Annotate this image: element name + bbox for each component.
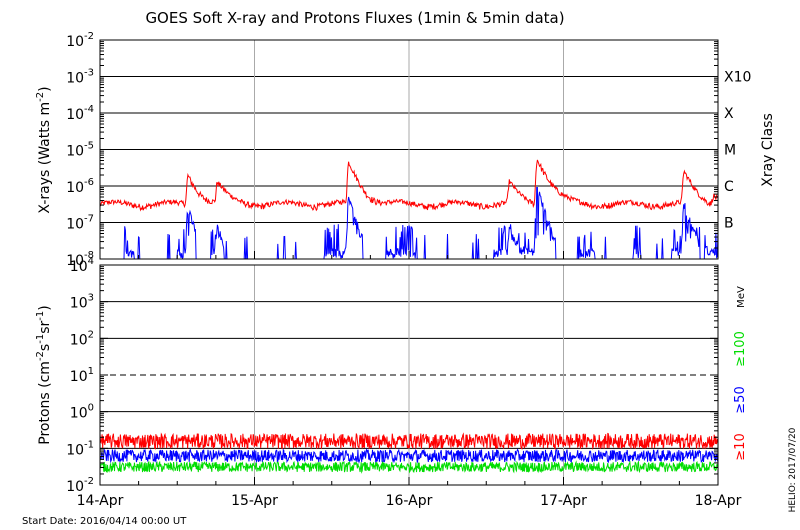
xray-tick-label: 10-4	[66, 104, 94, 123]
legend-ge10: ≥10	[733, 433, 748, 460]
xray-class-label: X10	[724, 69, 751, 85]
proton-series-ge50	[99, 448, 719, 464]
x-tick-label: 17-Apr	[540, 493, 587, 509]
x-axis: 14-Apr 15-Apr 16-Apr 17-Apr 18-Apr	[77, 251, 742, 509]
xray-class-label: X	[724, 106, 734, 122]
xray-class-label: C	[724, 179, 734, 195]
credit-label: HELIO: 2017/07/20	[788, 427, 798, 512]
xray-class-label: M	[724, 142, 736, 158]
legend-ge100: ≥100	[733, 331, 748, 367]
xray-panel: 10-2 10-3 10-4 10-5 10-6 10-7 10-8 X10 X M C B	[66, 31, 751, 269]
x-tick-label: 16-Apr	[386, 493, 433, 509]
xray-tick-label: 10-2	[66, 31, 94, 50]
chart-title: GOES Soft X-ray and Protons Fluxes (1min…	[145, 9, 564, 27]
xray-tick-label: 10-3	[66, 68, 94, 87]
xray-tick-label: 10-7	[66, 214, 94, 233]
proton-tick-label: 104	[70, 256, 94, 275]
x-tick-label: 14-Apr	[77, 493, 124, 509]
xray-tick-label: 10-5	[66, 141, 94, 160]
xray-y-axis-label: X-rays (Watts m-2)	[35, 86, 53, 213]
start-date-label: Start Date: 2016/04/14 00:00 UT	[22, 516, 187, 527]
proton-tick-label: 100	[70, 403, 94, 422]
proton-y-axis-label: Protons (cm-2s-1sr-1)	[35, 305, 53, 444]
x-tick-label: 18-Apr	[695, 493, 742, 509]
xray-tick-label: 10-8	[66, 250, 94, 269]
proton-tick-label: 10-1	[66, 439, 94, 458]
proton-tick-label: 10-2	[66, 476, 94, 495]
xray-class-axis-label: Xray Class	[760, 113, 776, 187]
proton-tick-label: 103	[70, 293, 94, 312]
proton-tick-label: 102	[70, 329, 94, 348]
legend-ge50: ≥50	[733, 386, 748, 413]
proton-series-ge100	[99, 459, 719, 474]
proton-tick-label: 101	[70, 366, 94, 385]
proton-panel: 104 103 102 101 100 10-1 10-2	[66, 256, 719, 495]
xray-long-series	[99, 159, 719, 212]
proton-series-ge10	[99, 432, 719, 451]
xray-tick-label: 10-6	[66, 177, 94, 196]
xray-class-label: B	[724, 215, 734, 231]
x-tick-label: 15-Apr	[231, 493, 278, 509]
energy-unit-label: MeV	[736, 286, 747, 308]
